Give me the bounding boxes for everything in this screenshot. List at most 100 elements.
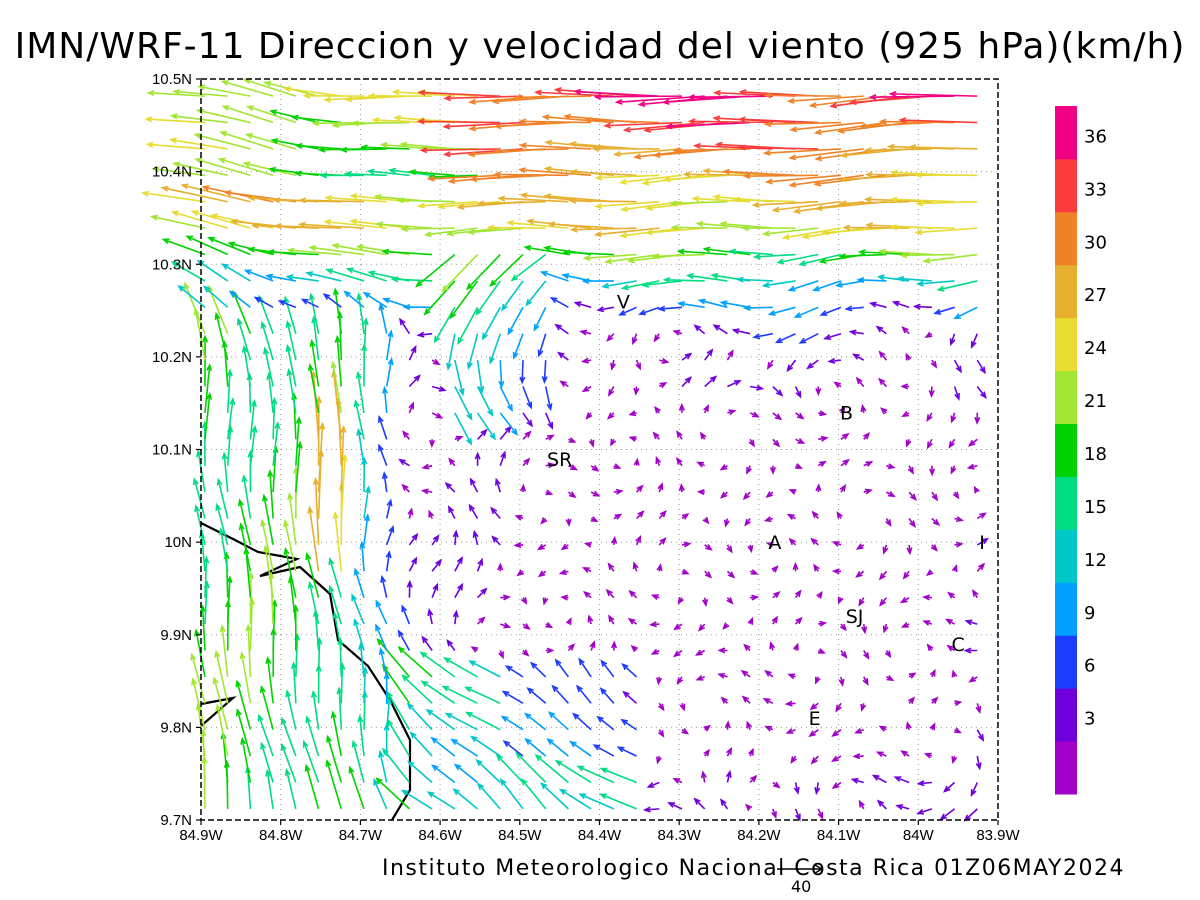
wind-vector <box>454 555 463 572</box>
wind-vector <box>882 544 889 555</box>
wind-vector <box>215 502 229 546</box>
wind-vector <box>332 287 343 334</box>
wind-vector <box>185 235 229 256</box>
wind-vector <box>596 715 615 731</box>
wind-vector <box>772 438 781 448</box>
wind-vector <box>421 463 433 470</box>
wind-vector <box>578 657 592 678</box>
wind-vector <box>385 524 395 546</box>
wind-vector <box>241 344 252 387</box>
wind-vector <box>928 386 935 398</box>
wind-vector <box>385 550 392 572</box>
wind-vector <box>308 292 320 334</box>
wind-vector <box>539 270 569 282</box>
wind-vector <box>784 700 796 707</box>
wind-vector <box>855 543 865 550</box>
wind-vector <box>486 224 546 231</box>
wind-vector <box>908 672 917 679</box>
wind-vector <box>446 638 456 651</box>
wind-vector <box>838 253 887 260</box>
x-tick-label: 84.9W <box>179 827 223 844</box>
wind-vector <box>420 680 456 704</box>
wind-vector <box>731 328 751 335</box>
wind-vector <box>749 569 759 575</box>
wind-vector <box>512 333 524 360</box>
colorbar-segment <box>1055 317 1077 372</box>
wind-vector <box>678 402 685 413</box>
colorbar-label: 3 <box>1084 709 1095 730</box>
wind-vector <box>930 544 938 552</box>
wind-vector <box>702 246 751 256</box>
wind-vector <box>218 527 229 572</box>
wind-vector <box>194 157 251 177</box>
wind-vector <box>839 623 847 632</box>
x-tick-label: 84.4W <box>578 827 622 844</box>
wind-vector <box>409 731 433 757</box>
wind-vector <box>324 194 387 203</box>
wind-vector <box>697 298 728 309</box>
wind-vector <box>631 333 638 346</box>
wind-vector <box>326 734 343 783</box>
wind-vector <box>928 465 936 477</box>
wind-vector <box>814 782 821 796</box>
wind-vector <box>963 808 978 822</box>
wind-vector <box>748 747 754 757</box>
wind-vector <box>818 410 828 417</box>
wind-vector <box>621 663 638 678</box>
wind-vector <box>353 399 365 440</box>
wind-vector <box>419 651 456 678</box>
wind-vector <box>612 148 683 158</box>
wind-vector <box>681 728 690 735</box>
wind-vector <box>790 755 797 764</box>
wind-vector <box>500 622 512 629</box>
wind-vector <box>454 582 464 599</box>
wind-vector <box>400 225 455 232</box>
wind-vector <box>590 490 601 497</box>
wind-vector <box>788 489 797 495</box>
wind-vector <box>419 147 501 154</box>
wind-vector <box>340 453 348 519</box>
wind-vector <box>476 360 485 394</box>
wind-vector <box>489 333 502 365</box>
wind-vector <box>726 544 733 554</box>
wind-vector <box>452 529 459 545</box>
wind-vector <box>889 224 955 231</box>
wind-vector <box>752 332 773 340</box>
wind-vector <box>810 755 819 765</box>
wind-vector <box>504 665 524 678</box>
wind-vector <box>343 170 387 178</box>
wind-vector <box>375 221 433 229</box>
y-tick-label: 10.5N <box>152 71 192 88</box>
wind-vector <box>939 808 956 821</box>
wind-vector <box>742 491 751 501</box>
wind-vector <box>954 516 964 523</box>
wind-vector <box>500 594 511 601</box>
wind-vector <box>401 604 411 625</box>
place-label: V <box>617 291 630 313</box>
wind-vector <box>786 513 796 520</box>
wind-vector <box>628 436 637 442</box>
wind-vector <box>831 781 842 790</box>
wind-vector <box>635 359 641 371</box>
wind-vector <box>719 491 728 499</box>
wind-vector <box>330 710 343 757</box>
wind-vector <box>817 460 827 468</box>
grid-lines <box>201 79 998 820</box>
wind-vector <box>599 687 615 704</box>
wind-vector <box>226 368 233 413</box>
x-tick-label: 84.3W <box>658 827 702 844</box>
wind-vector <box>247 571 255 625</box>
wind-vector <box>787 280 819 292</box>
wind-vector <box>750 594 760 601</box>
wind-vector <box>447 505 456 519</box>
wind-vector <box>149 214 206 229</box>
wind-vector <box>428 509 435 519</box>
wind-vector <box>838 676 845 687</box>
wind-vector <box>197 84 251 97</box>
wind-vector <box>286 368 297 414</box>
wind-vector <box>310 689 320 730</box>
wind-vector <box>601 280 637 289</box>
wind-vector <box>788 174 864 188</box>
wind-vector <box>862 676 869 686</box>
wind-vector <box>722 622 730 630</box>
